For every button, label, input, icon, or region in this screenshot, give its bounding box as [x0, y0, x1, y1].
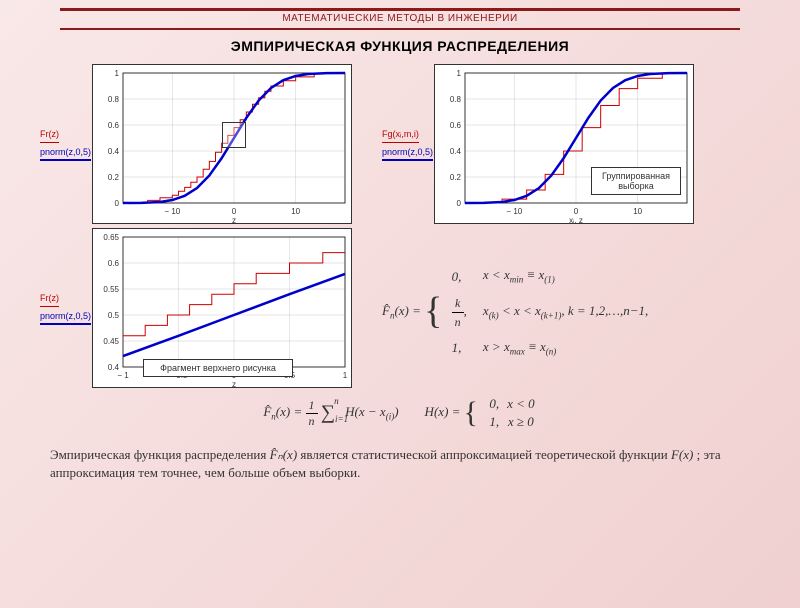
svg-text:xᵢ, z: xᵢ, z [569, 216, 583, 225]
svg-text:0.45: 0.45 [103, 337, 119, 346]
svg-text:0.4: 0.4 [108, 147, 120, 156]
chart3-block: Fr(z) pnorm(z,0,5) 0.40.450.50.550.60.65… [40, 228, 352, 388]
page-title: ЭМПИРИЧЕСКАЯ ФУНКЦИЯ РАСПРЕДЕЛЕНИЯ [0, 38, 800, 54]
chart1-frame: 0 0.2 0.4 0.6 0.8 1 − 10 0 10 z [92, 64, 352, 224]
svg-text:0: 0 [232, 207, 237, 216]
svg-text:0: 0 [115, 199, 120, 208]
svg-text:− 10: − 10 [506, 207, 522, 216]
svg-text:− 1: − 1 [117, 371, 129, 380]
lower-row: Fr(z) pnorm(z,0,5) 0.40.450.50.550.60.65… [0, 228, 800, 388]
chart2-frame: 0 0.2 0.4 0.6 0.8 1 − 10 0 10 xᵢ, z Группированна… [434, 64, 694, 224]
svg-text:− 10: − 10 [164, 207, 180, 216]
svg-text:1: 1 [457, 69, 462, 78]
chart2-block: Fg(xᵢ,m,i) pnorm(z,0,5) 0 0.2 0.4 0.6 0.8 1 − … [382, 64, 694, 224]
explain-pre: Эмпирическая функция распределения [50, 447, 270, 462]
svg-text:z: z [232, 216, 236, 225]
formula-piecewise: F̂n(x) = { 0,x < xmin ≡ x(1)kn,x(k) < x … [372, 253, 654, 362]
explanation-text: Эмпирическая функция распределения F̂ₙ(x… [0, 438, 800, 482]
chart1-legend: Fr(z) pnorm(z,0,5) [40, 127, 92, 161]
chart2-legend-red: Fg(xᵢ,m,i) [382, 127, 419, 142]
svg-text:0.6: 0.6 [108, 121, 120, 130]
chart1-block: Fr(z) pnorm(z,0,5) 0 0.2 0.4 0.6 0.8 1 − 10 0 10… [40, 64, 352, 224]
svg-text:0: 0 [457, 199, 462, 208]
svg-text:0.8: 0.8 [450, 95, 462, 104]
chart3-legend-blue: pnorm(z,0,5) [40, 309, 91, 325]
svg-text:0.8: 0.8 [108, 95, 120, 104]
svg-text:10: 10 [633, 207, 642, 216]
chart1-inset [222, 122, 247, 148]
chart3-frame: 0.40.450.50.550.60.65− 1− 0.500.51z Фраг… [92, 228, 352, 388]
header-rule-bottom [60, 28, 740, 30]
chart1-legend-red: Fr(z) [40, 127, 59, 142]
formula-sum: F̂n(x) = 1n ∑i=1n H(x − x(i)) H(x) = { 0… [40, 394, 760, 432]
svg-text:z: z [232, 380, 236, 389]
supertitle: МАТЕМАТИЧЕСКИЕ МЕТОДЫ В ИНЖЕНЕРИИ [0, 13, 800, 24]
svg-text:0.6: 0.6 [450, 121, 462, 130]
explain-mid: является статистической аппроксимацией т… [300, 447, 671, 462]
top-charts-row: Fr(z) pnorm(z,0,5) 00.20.40.60.81− 10010… [0, 64, 800, 224]
svg-text:0.65: 0.65 [103, 233, 119, 242]
chart2-svg: 0 0.2 0.4 0.6 0.8 1 − 10 0 10 xᵢ, z [435, 65, 695, 225]
svg-text:10: 10 [291, 207, 300, 216]
explain-fx: F(x) [671, 447, 693, 462]
svg-text:0.4: 0.4 [450, 147, 462, 156]
svg-text:1: 1 [115, 69, 120, 78]
svg-text:0.55: 0.55 [103, 285, 119, 294]
chart3-legend: Fr(z) pnorm(z,0,5) [40, 291, 92, 325]
chart2-legend-blue: pnorm(z,0,5) [382, 145, 433, 161]
svg-text:0.6: 0.6 [108, 259, 120, 268]
header-rule-top [60, 8, 740, 11]
chart1-legend-blue: pnorm(z,0,5) [40, 145, 91, 161]
svg-text:0.2: 0.2 [108, 173, 120, 182]
chart3-annotation: Фрагмент верхнего рисунка [143, 359, 293, 377]
chart2-annotation: Группированнаявыборка [591, 167, 681, 195]
chart2-legend: Fg(xᵢ,m,i) pnorm(z,0,5) [382, 127, 434, 161]
explain-fnx: F̂ₙ(x) [270, 447, 298, 462]
svg-text:0: 0 [574, 207, 579, 216]
svg-text:0.5: 0.5 [108, 311, 120, 320]
chart3-legend-red: Fr(z) [40, 291, 59, 306]
svg-text:1: 1 [343, 371, 348, 380]
svg-text:0.2: 0.2 [450, 173, 462, 182]
